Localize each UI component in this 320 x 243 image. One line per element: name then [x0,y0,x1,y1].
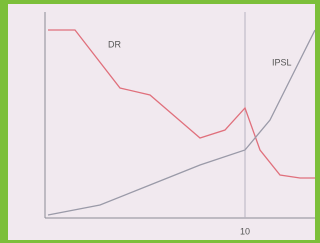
chart: 10 DR IPSL [0,0,315,243]
series-label: DR [108,39,121,49]
series-label: IPSL [272,57,292,67]
page: {"chart_data": {"type": "line", "series"… [0,0,315,243]
x-tick-label: 10 [240,226,250,236]
